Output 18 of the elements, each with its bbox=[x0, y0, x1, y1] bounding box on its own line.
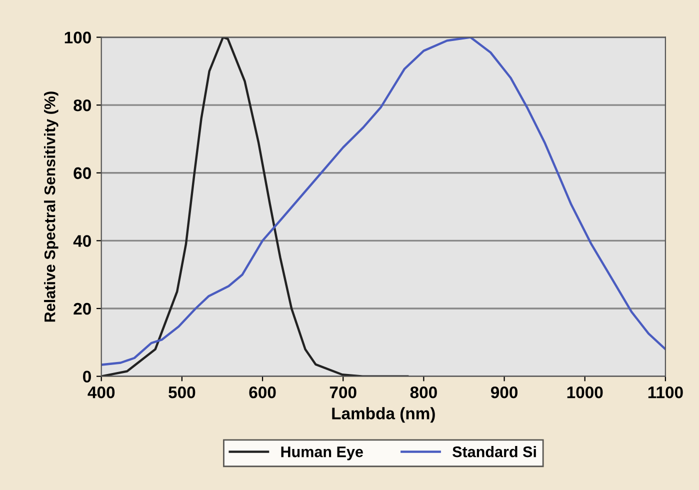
x-tick-label: 800 bbox=[410, 386, 437, 398]
x-tick-label: 1000 bbox=[567, 386, 603, 398]
x-tick-label: 400 bbox=[88, 386, 115, 398]
y-tick-label: 100 bbox=[64, 32, 91, 44]
y-tick-label: 20 bbox=[74, 302, 91, 315]
x-axis-title: Lambda (nm) bbox=[332, 407, 435, 423]
x-tick-label: 500 bbox=[168, 386, 196, 398]
x-tick-label: 600 bbox=[249, 386, 276, 398]
y-axis-title: Relative Spectral Sensitivity (%) bbox=[44, 92, 58, 322]
y-tick-label: 0 bbox=[83, 370, 91, 383]
y-tick-label: 60 bbox=[74, 167, 91, 180]
legend-label: Human Eye bbox=[281, 446, 363, 460]
y-tick-label: 80 bbox=[74, 99, 91, 112]
legend-label: Standard Si bbox=[452, 446, 536, 458]
x-tick-label: 900 bbox=[490, 386, 518, 398]
x-tick-label: 1100 bbox=[648, 386, 683, 398]
x-tick-label: 700 bbox=[330, 386, 356, 398]
y-tick-label: 40 bbox=[73, 235, 91, 247]
